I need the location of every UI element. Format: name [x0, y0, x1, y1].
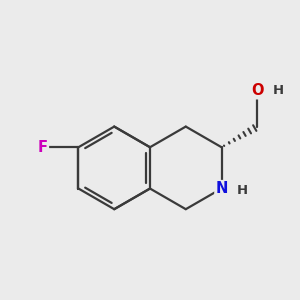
Text: H: H: [237, 184, 248, 197]
Text: H: H: [273, 84, 284, 97]
Text: O: O: [251, 83, 264, 98]
Text: F: F: [38, 140, 48, 155]
Text: N: N: [215, 181, 228, 196]
